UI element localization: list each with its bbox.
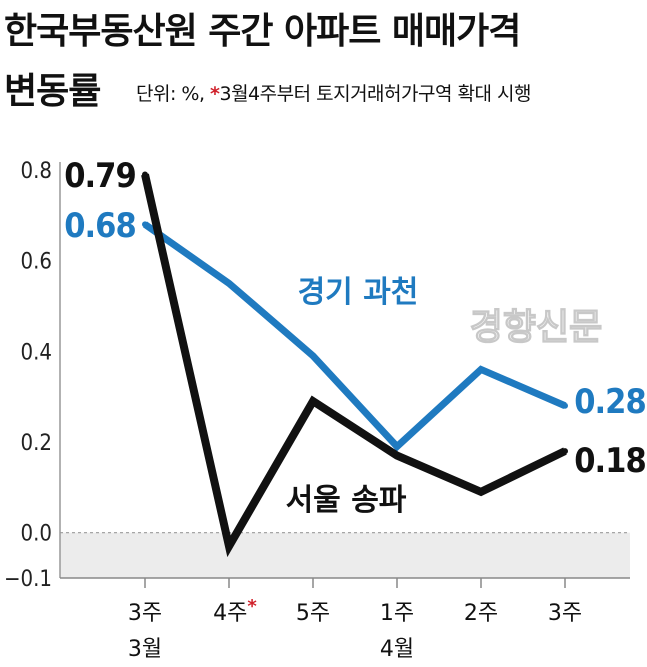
x-group-label: 4월 [380,637,414,662]
x-tick-label: 3주 [548,601,582,626]
data-point-gyeonggi [478,366,484,373]
note-text: 3월4주부터 토지거래허가구역 확대 시행 [219,83,531,105]
data-point-seoul [478,488,484,495]
data-point-seoul [310,398,316,405]
x-tick-label: 2주 [464,601,498,626]
data-point-gyeonggi [226,280,232,287]
data-label-seoul: 0.18 [574,441,645,481]
data-point-seoul [142,171,148,178]
data-point-gyeonggi [394,443,400,450]
data-point-gyeonggi [562,402,568,409]
y-tick-label: 0.4 [21,340,52,365]
x-tick-star: * [247,596,257,617]
note-star: * [210,83,220,105]
data-label-gyeonggi: 0.68 [64,206,135,246]
data-label-gyeonggi: 0.28 [574,382,645,422]
chart-subtitle: 단위: %, *3월4주부터 토지거래허가구역 확대 시행 [136,79,531,106]
negative-band [60,532,630,578]
data-point-seoul [226,543,232,550]
y-tick-label: 0.6 [21,250,52,275]
data-point-gyeonggi [310,352,316,359]
watermark: 경향신문 [470,307,602,348]
chart-title-line2: 변동률 [4,71,101,112]
series-line-seoul [141,173,567,558]
data-point-seoul [562,448,568,455]
data-point-seoul [394,452,400,459]
data-point-gyeonggi [142,221,148,228]
y-tick-label: 0.0 [21,522,52,547]
y-tick-label: −0.1 [4,567,52,592]
unit-label: 단위: %, [136,83,211,105]
data-label-seoul: 0.79 [64,156,135,196]
x-tick-label: 1주 [380,601,414,626]
x-tick-label: 4주* [213,596,257,626]
series-label-seoul: 서울 송파 [286,483,407,518]
series-label-gyeonggi: 경기 과천 [298,275,419,310]
series-line-gyeonggi [142,221,567,452]
y-tick-label: 0.8 [21,159,52,184]
x-tick-label: 5주 [296,601,330,626]
y-tick-label: 0.2 [21,431,52,456]
x-group-label: 3월 [128,637,162,662]
chart-title-line1: 한국부동산원 주간 아파트 매매가격 [4,11,521,52]
x-tick-label: 3주 [128,601,162,626]
